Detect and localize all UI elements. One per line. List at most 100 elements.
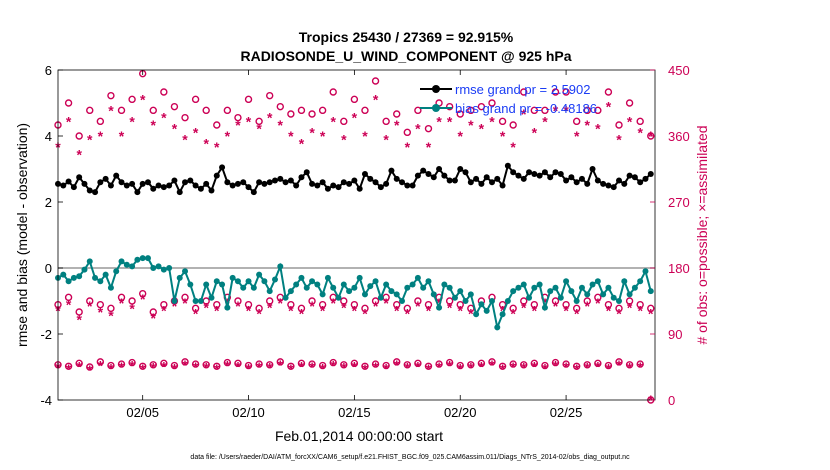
obs-possible-marker <box>340 361 348 369</box>
rmse-point <box>637 179 644 186</box>
bias-point <box>483 307 490 314</box>
obs-possible-marker <box>498 117 507 126</box>
bias-point <box>637 278 644 285</box>
rmse-point <box>346 180 353 187</box>
obs-possible-marker <box>266 91 274 100</box>
bias-point <box>224 304 231 311</box>
obs-possible-marker <box>604 88 613 96</box>
obs-assimilated-marker: * <box>267 360 273 376</box>
obs-possible-marker <box>520 88 528 96</box>
rmse-point <box>123 182 130 189</box>
rmse-point <box>287 177 294 184</box>
obs-possible-marker <box>604 300 613 309</box>
rmse-point <box>335 184 342 191</box>
obs-possible-marker <box>477 359 486 368</box>
rmse-point <box>102 175 109 182</box>
obs-possible-marker <box>382 117 390 126</box>
obs-possible-marker <box>86 363 94 371</box>
bias-point <box>192 298 199 304</box>
obs-possible-marker <box>371 297 380 305</box>
obs-assimilated-marker: * <box>87 298 93 314</box>
obs-possible-marker <box>213 121 221 129</box>
obs-possible-marker <box>615 304 623 313</box>
obs-assimilated-marker: * <box>225 358 231 374</box>
obs-possible-marker <box>350 300 359 309</box>
rmse-point <box>388 167 395 174</box>
rmse-point <box>256 179 263 186</box>
rmse-point <box>97 179 104 186</box>
rmse-point <box>187 177 194 184</box>
obs-possible-marker <box>86 297 94 305</box>
obs-assimilated-marker: * <box>225 128 231 144</box>
bias-point <box>377 294 384 301</box>
obs-assimilated-marker: * <box>172 298 178 314</box>
obs-possible-marker <box>572 304 581 313</box>
bias-point <box>430 291 437 298</box>
x-tick-label: 02/20 <box>444 405 477 420</box>
obs-possible-marker <box>117 106 126 115</box>
rmse-point <box>234 180 241 187</box>
obs-possible-marker <box>371 77 380 85</box>
obs-assimilated-marker: * <box>214 303 220 319</box>
obs-assimilated-marker: * <box>574 361 580 377</box>
rmse-point <box>240 179 247 186</box>
obs-possible-marker <box>234 113 242 122</box>
obs-possible-marker <box>414 359 422 368</box>
rmse-point <box>610 184 617 191</box>
obs-assimilated-marker: * <box>66 361 72 377</box>
obs-possible-marker <box>96 358 105 366</box>
obs-assimilated-marker: * <box>637 124 643 140</box>
obs-possible-marker <box>223 358 232 367</box>
bias-point <box>414 274 421 281</box>
bias-point <box>303 284 310 291</box>
rmse-point <box>330 182 337 189</box>
obs-assimilated-marker: * <box>532 124 538 140</box>
rmse-point <box>129 180 136 187</box>
obs-assimilated-marker: * <box>563 102 569 118</box>
bias-point <box>314 281 321 288</box>
bias-point <box>76 273 83 280</box>
obs-assimilated-marker: * <box>606 303 612 319</box>
bias-point <box>319 291 326 298</box>
obs-possible-marker <box>636 360 644 368</box>
obs-possible-marker <box>107 304 115 313</box>
rmse-point <box>441 172 448 179</box>
obs-assimilated-marker: * <box>309 359 315 375</box>
y-axis-right-label: # of obs: o=possible; ×=assimilated <box>694 125 710 344</box>
bias-point <box>372 278 379 285</box>
obs-assimilated-marker: * <box>235 117 241 133</box>
rmse-point <box>414 172 421 179</box>
obs-assimilated-marker: * <box>394 357 400 373</box>
obs-possible-marker <box>149 361 157 369</box>
rmse-point <box>266 179 273 186</box>
obs-assimilated-marker: * <box>129 358 135 374</box>
rmse-point <box>478 180 485 187</box>
obs-possible-marker <box>371 360 380 368</box>
rmse-point <box>309 180 316 187</box>
bias-point <box>298 274 305 281</box>
obs-assimilated-marker: * <box>172 121 178 137</box>
rmse-point <box>499 182 506 189</box>
obs-assimilated-marker: * <box>426 361 432 377</box>
obs-possible-marker <box>636 117 644 126</box>
obs-possible-marker <box>456 361 464 370</box>
rmse-point <box>584 180 591 187</box>
obs-possible-marker <box>562 360 570 368</box>
bias-point <box>526 294 533 301</box>
obs-possible-marker <box>266 297 274 305</box>
rmse-point <box>647 170 654 177</box>
rmse-point <box>494 175 501 182</box>
bias-point <box>86 258 93 265</box>
obs-possible-marker <box>424 362 433 370</box>
obs-assimilated-marker: * <box>235 358 241 374</box>
bias-point <box>129 263 136 270</box>
obs-possible-marker <box>75 132 83 140</box>
obs-possible-marker <box>520 297 528 305</box>
obs-possible-marker <box>509 304 517 313</box>
bias-point <box>160 266 167 273</box>
obs-possible-marker <box>551 88 560 96</box>
obs-possible-marker <box>117 293 126 302</box>
obs-assimilated-marker: * <box>129 300 135 316</box>
rmse-point <box>351 177 358 184</box>
bias-point <box>81 266 88 273</box>
